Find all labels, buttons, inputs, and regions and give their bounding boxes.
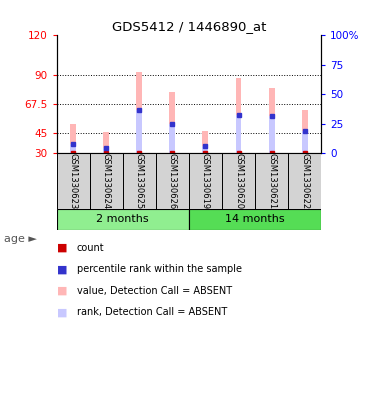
Bar <box>235 115 242 153</box>
Text: GSM1330624: GSM1330624 <box>102 153 111 209</box>
Bar <box>70 144 76 153</box>
Text: 2 months: 2 months <box>96 215 149 224</box>
Text: ■: ■ <box>57 307 67 318</box>
Bar <box>156 153 189 209</box>
Title: GDS5412 / 1446890_at: GDS5412 / 1446890_at <box>112 20 266 33</box>
Text: GSM1330626: GSM1330626 <box>168 153 177 209</box>
Bar <box>203 147 208 153</box>
Text: age ►: age ► <box>4 233 36 244</box>
Bar <box>302 110 308 153</box>
Text: GSM1330622: GSM1330622 <box>300 153 309 209</box>
Text: ■: ■ <box>57 286 67 296</box>
Bar <box>269 88 274 153</box>
Bar <box>189 209 321 230</box>
Text: ■: ■ <box>57 242 67 253</box>
Bar <box>169 92 175 153</box>
Text: GSM1330619: GSM1330619 <box>201 153 210 209</box>
Bar <box>136 110 142 153</box>
Bar <box>103 132 109 153</box>
Bar <box>70 124 76 153</box>
Bar <box>169 124 175 153</box>
Text: GSM1330620: GSM1330620 <box>234 153 243 209</box>
Text: rank, Detection Call = ABSENT: rank, Detection Call = ABSENT <box>77 307 227 318</box>
Bar <box>269 116 274 153</box>
Text: value, Detection Call = ABSENT: value, Detection Call = ABSENT <box>77 286 232 296</box>
Bar <box>235 79 242 153</box>
Bar <box>90 153 123 209</box>
Bar <box>136 72 142 153</box>
Bar <box>57 209 189 230</box>
Bar <box>255 153 288 209</box>
Text: ■: ■ <box>57 264 67 274</box>
Bar <box>57 153 90 209</box>
Bar <box>123 153 156 209</box>
Bar <box>189 153 222 209</box>
Bar <box>222 153 255 209</box>
Text: GSM1330623: GSM1330623 <box>69 153 78 209</box>
Bar <box>302 131 308 153</box>
Text: GSM1330625: GSM1330625 <box>135 153 144 209</box>
Text: 14 months: 14 months <box>225 215 285 224</box>
Text: GSM1330621: GSM1330621 <box>267 153 276 209</box>
Bar <box>103 148 109 153</box>
Bar <box>288 153 321 209</box>
Bar <box>203 131 208 153</box>
Text: count: count <box>77 242 104 253</box>
Text: percentile rank within the sample: percentile rank within the sample <box>77 264 242 274</box>
